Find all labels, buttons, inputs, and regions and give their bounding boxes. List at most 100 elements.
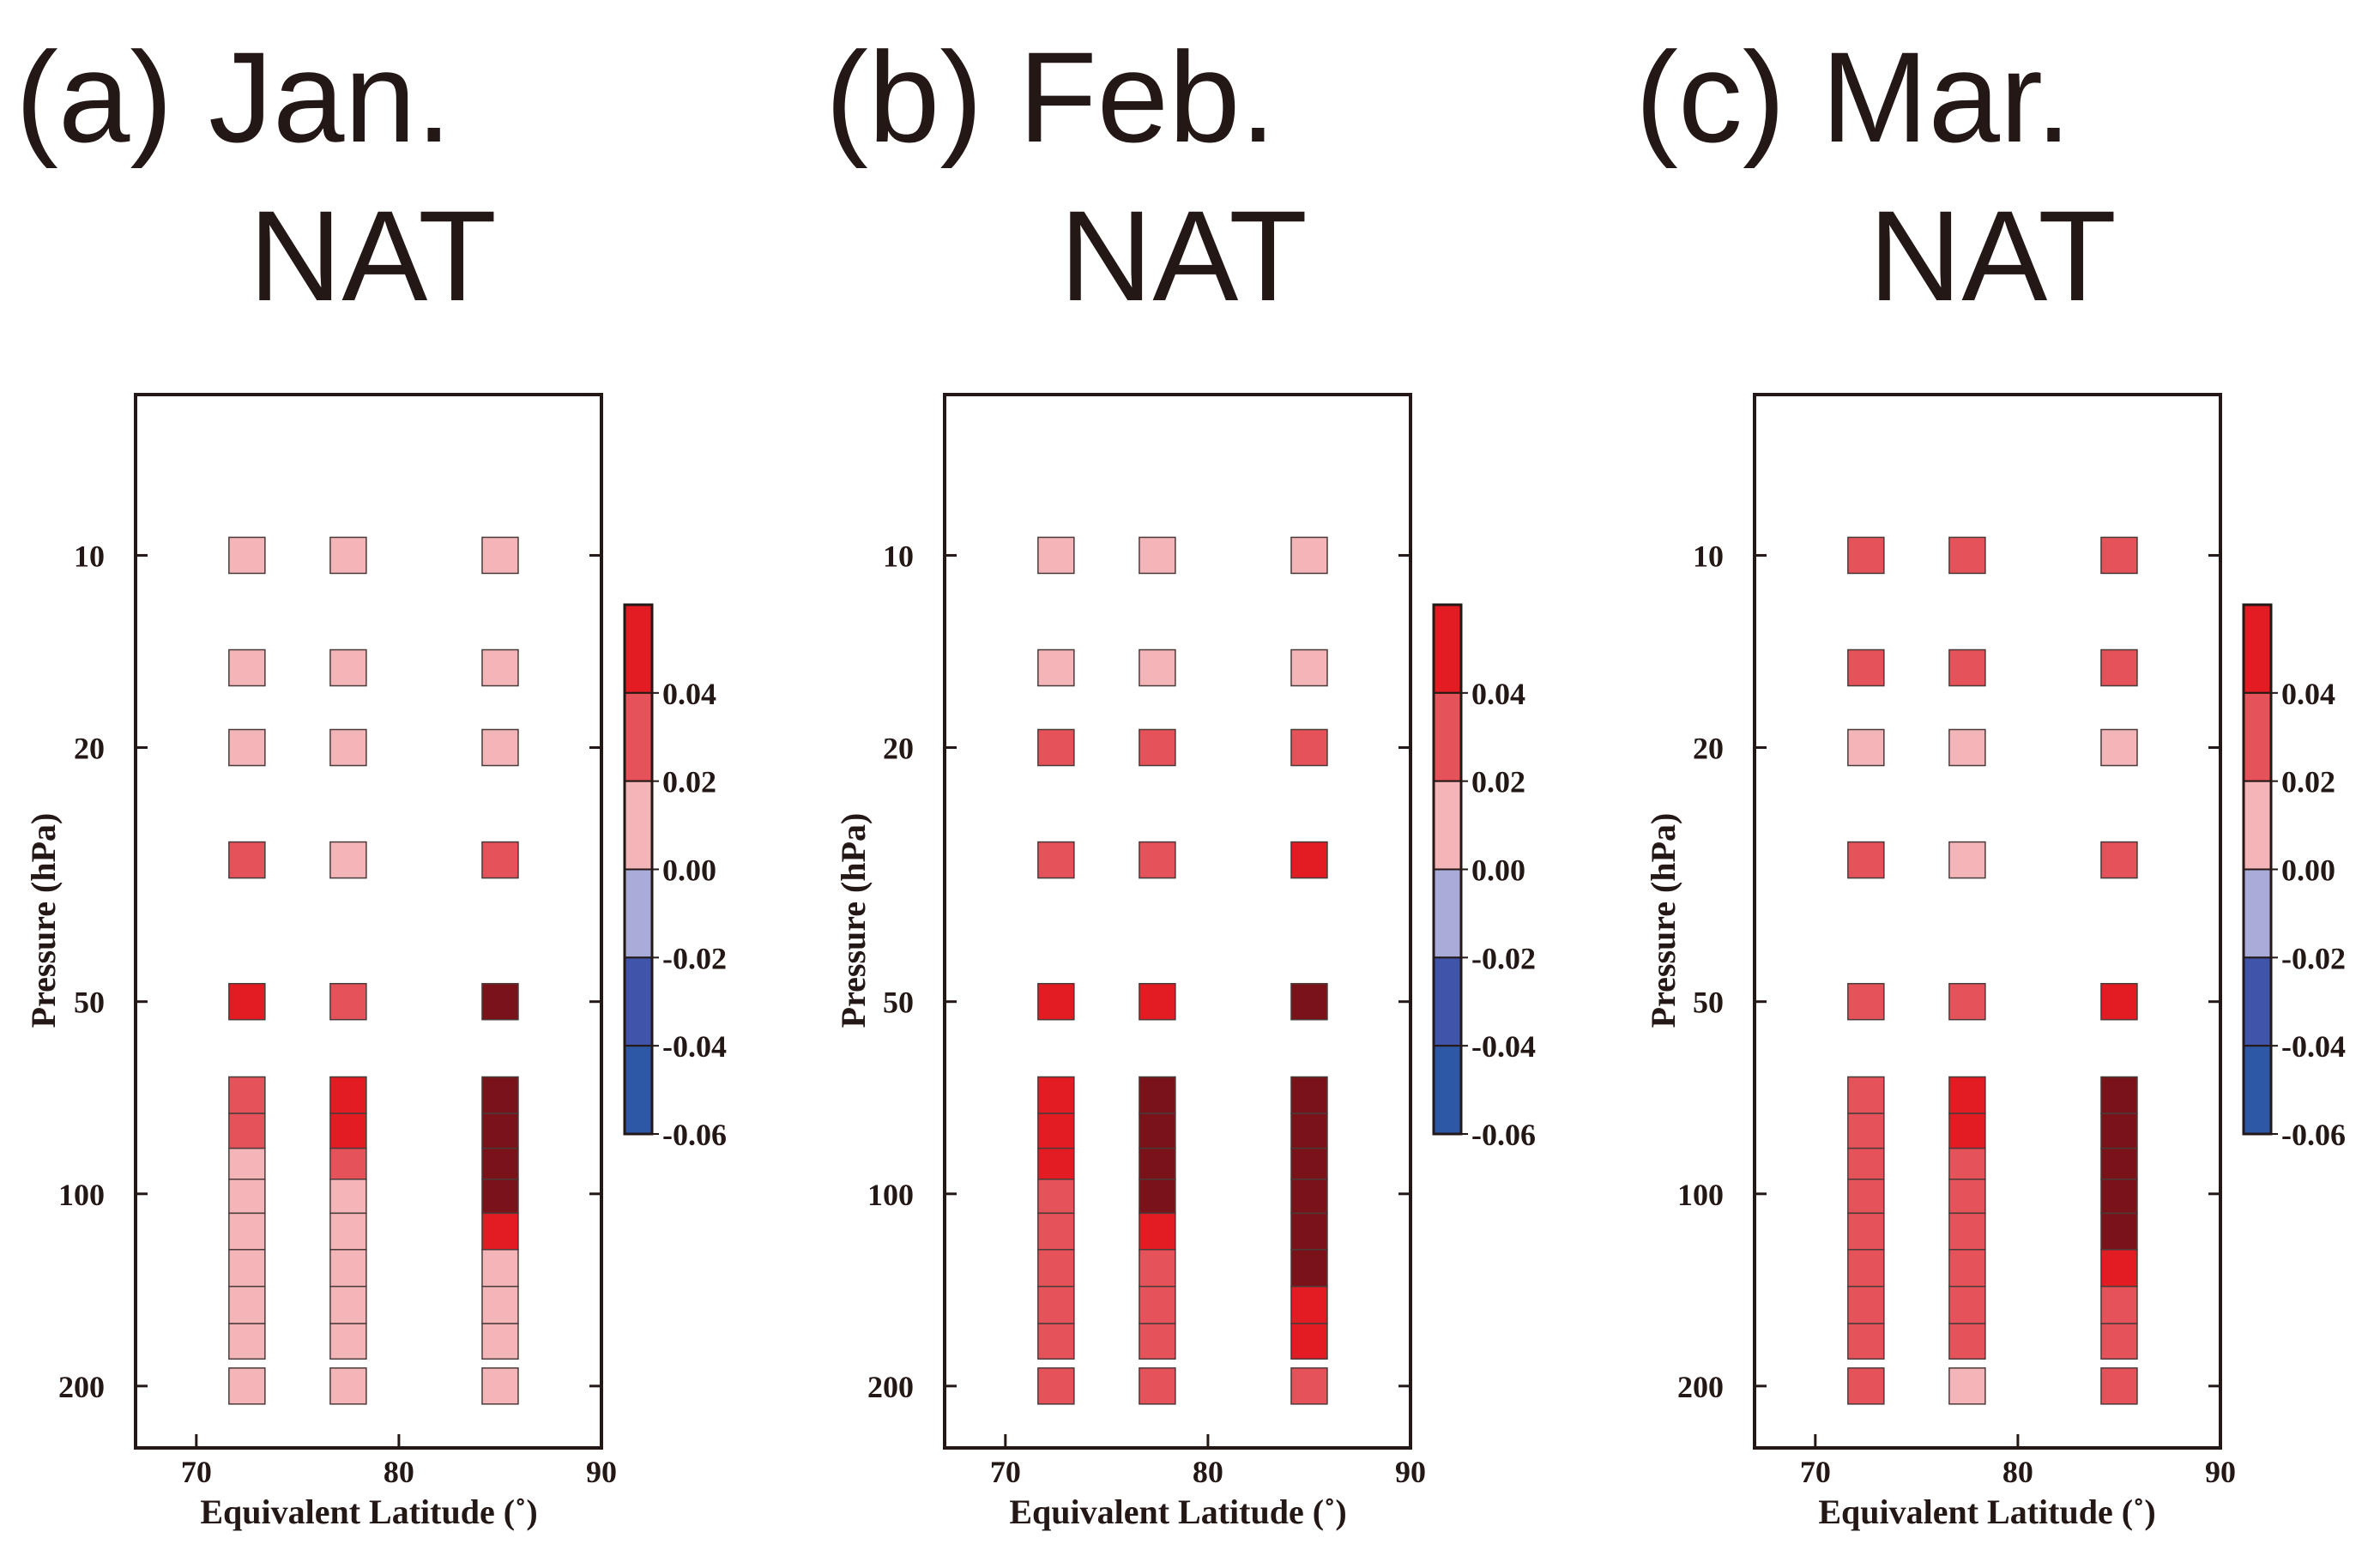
heatmap-cell — [481, 1323, 519, 1360]
heatmap-cell — [1847, 1285, 1885, 1324]
heatmap-cell — [481, 1212, 519, 1251]
heatmap-cell — [1037, 1249, 1075, 1288]
heatmap-cell — [1948, 1212, 1986, 1251]
heatmap-cell — [1948, 728, 1986, 767]
heatmap-cell — [1139, 1113, 1176, 1149]
heatmap-cell — [329, 1076, 367, 1114]
colorbar-segment — [1433, 691, 1462, 782]
panel-a: (a) Jan. NAT 10 20 50 100 200 70 80 90 E… — [15, 25, 727, 1531]
heatmap-cell — [329, 1147, 367, 1180]
heatmap-cell — [2100, 1113, 2138, 1149]
panel-c-y-tick-label: 20 — [1693, 732, 1724, 766]
colorbar-segment — [1433, 780, 1462, 871]
panel-a-y-tick-label: 20 — [74, 732, 105, 766]
heatmap-cell — [1948, 536, 1986, 575]
colorbar-segment — [2243, 1045, 2272, 1135]
heatmap-cell — [2100, 1212, 2138, 1251]
heatmap-cell — [481, 1179, 519, 1215]
heatmap-cell — [228, 841, 266, 879]
heatmap-cell — [1847, 1179, 1885, 1215]
panel-c-y-tick-label: 200 — [1677, 1370, 1724, 1404]
heatmap-cell — [1290, 536, 1328, 575]
heatmap-cell — [2100, 536, 2138, 575]
heatmap-cell — [1139, 841, 1176, 879]
panel-a-y-tick-label: 100 — [58, 1178, 105, 1212]
panel-b-plot-frame — [943, 393, 1412, 1450]
heatmap-cell — [228, 728, 266, 767]
panel-c-colorbar: -0.06 -0.04 -0.02 0.00 0.02 0.04 — [2242, 603, 2346, 1152]
heatmap-cell — [1037, 1076, 1075, 1114]
colorbar-tick-label: -0.06 — [662, 1118, 727, 1152]
heatmap-cell — [1290, 1113, 1328, 1149]
panel-a-y-tick-label: 10 — [74, 539, 105, 573]
colorbar-tick-label: 0.02 — [2281, 765, 2335, 799]
panel-b-subtitle: NAT — [1060, 184, 1308, 328]
heatmap-cell — [228, 1323, 266, 1360]
panel-b-y-tick-label: 100 — [867, 1178, 914, 1212]
panel-a-y-tick-label: 200 — [58, 1370, 105, 1404]
panel-c-y-tick-label: 50 — [1693, 986, 1724, 1020]
colorbar-tick-label: -0.04 — [1471, 1029, 1536, 1064]
colorbar-tick-label: 0.02 — [662, 765, 716, 799]
heatmap-cell — [1847, 982, 1885, 1021]
heatmap-cell — [329, 648, 367, 687]
heatmap-cell — [1139, 1367, 1176, 1405]
panel-a-colorbar: -0.06 -0.04 -0.02 0.00 0.02 0.04 — [623, 603, 727, 1152]
colorbar-segment — [624, 868, 653, 959]
panel-a-y-axis-label: Pressure (hPa) — [24, 813, 63, 1028]
heatmap-cell — [481, 841, 519, 879]
heatmap-cell — [1139, 1285, 1176, 1324]
heatmap-cell — [329, 1113, 367, 1149]
heatmap-cell — [1948, 1323, 1986, 1360]
heatmap-cell — [1847, 1323, 1885, 1360]
panel-b-x-axis-label: Equivalent Latitude (˚) — [1009, 1493, 1346, 1531]
heatmap-cell — [1847, 728, 1885, 767]
panel-a-x-tick-label: 90 — [586, 1455, 617, 1489]
colorbar-segment — [2243, 868, 2272, 959]
heatmap-cell — [1290, 1179, 1328, 1215]
colorbar-tick-label: -0.04 — [662, 1029, 727, 1064]
heatmap-cell — [481, 1367, 519, 1405]
heatmap-cell — [481, 982, 519, 1021]
heatmap-cell — [1948, 982, 1986, 1021]
panel-c-y-tick-label: 100 — [1677, 1178, 1724, 1212]
heatmap-cell — [228, 1367, 266, 1405]
panel-a-subtitle: NAT — [249, 184, 497, 328]
panel-a-x-tick-label: 80 — [384, 1455, 414, 1489]
colorbar-segment — [2243, 956, 2272, 1047]
heatmap-cell — [1290, 1147, 1328, 1180]
panel-a-cells — [228, 536, 519, 1405]
heatmap-cell — [1139, 1147, 1176, 1180]
heatmap-cell — [2100, 728, 2138, 767]
colorbar-segment — [624, 1045, 653, 1135]
heatmap-cell — [1290, 1076, 1328, 1114]
heatmap-cell — [329, 1249, 367, 1288]
panel-b-title: (b) Feb. — [825, 25, 1276, 169]
colorbar-tick-label: 0.00 — [662, 853, 716, 888]
colorbar-segment — [1433, 1045, 1462, 1135]
heatmap-cell — [1037, 1323, 1075, 1360]
panel-b-x-tick-label: 70 — [990, 1455, 1021, 1489]
heatmap-cell — [481, 1285, 519, 1324]
heatmap-cell — [1037, 536, 1075, 575]
heatmap-cell — [2100, 841, 2138, 879]
heatmap-cell — [329, 1323, 367, 1360]
panel-c-x-axis-label: Equivalent Latitude (˚) — [1818, 1493, 2155, 1531]
heatmap-cell — [1037, 1113, 1075, 1149]
heatmap-cell — [481, 1249, 519, 1288]
colorbar-tick-label: -0.06 — [2281, 1118, 2346, 1152]
colorbar-tick-label: 0.00 — [2281, 853, 2335, 888]
heatmap-cell — [228, 536, 266, 575]
heatmap-cell — [481, 536, 519, 575]
colorbar-segment — [624, 780, 653, 871]
heatmap-cell — [2100, 648, 2138, 687]
panel-b-cells — [1037, 536, 1328, 1405]
panel-c-subtitle: NAT — [1869, 184, 2117, 328]
panel-c-x-tick-label: 70 — [1800, 1455, 1831, 1489]
heatmap-cell — [1290, 728, 1328, 767]
heatmap-cell — [228, 982, 266, 1021]
heatmap-cell — [1847, 1249, 1885, 1288]
colorbar-tick-label: -0.02 — [1471, 941, 1536, 975]
colorbar-segment — [624, 691, 653, 782]
heatmap-cell — [329, 982, 367, 1021]
